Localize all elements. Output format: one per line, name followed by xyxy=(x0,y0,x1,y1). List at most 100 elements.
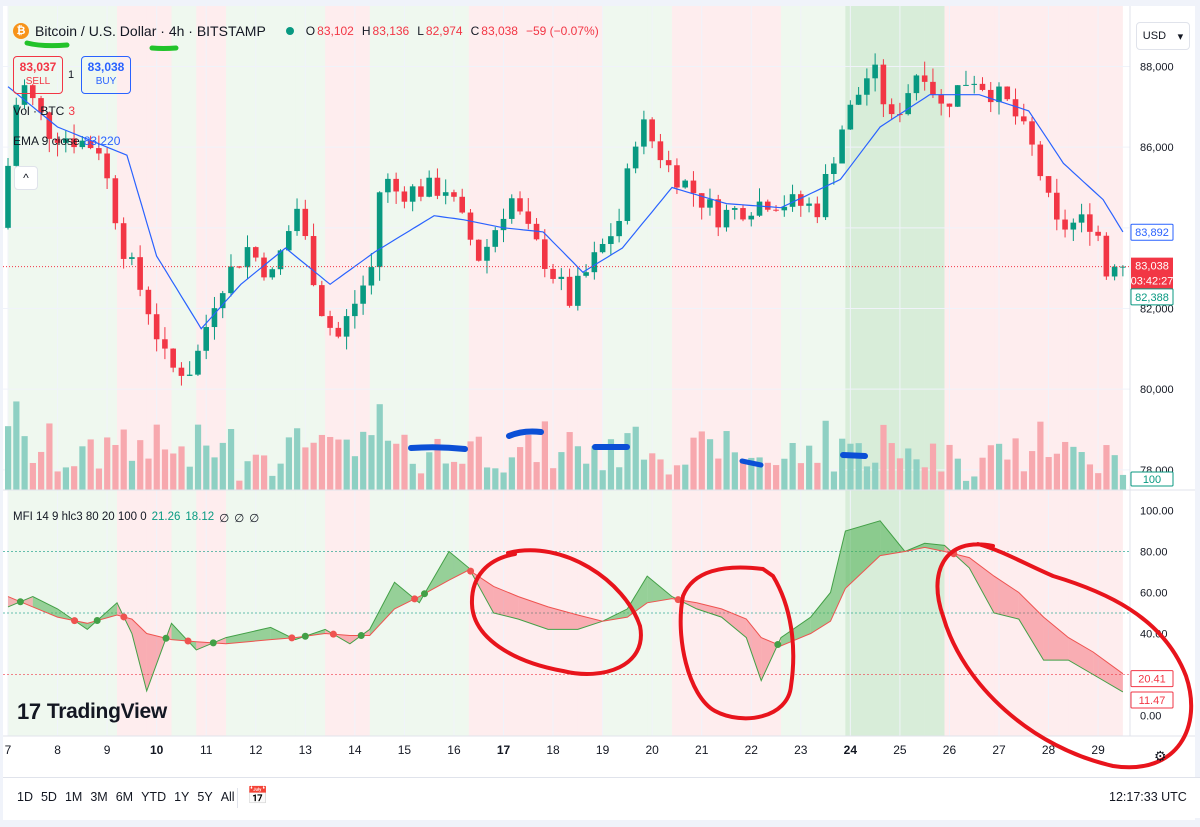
buy-button[interactable]: 83,038 BUY xyxy=(81,56,131,94)
candle-79 xyxy=(657,133,664,169)
candle-134 xyxy=(1111,264,1118,281)
volume-bar-29 xyxy=(244,461,251,490)
candle-117 xyxy=(971,75,978,94)
gear-icon[interactable]: ⚙ xyxy=(1154,748,1167,764)
mfi-fill-14 xyxy=(369,582,395,636)
volume-bar-77 xyxy=(640,459,648,490)
volume-bar-57 xyxy=(475,436,482,490)
range-1d[interactable]: 1D xyxy=(17,790,33,804)
mfi-zone-15 xyxy=(394,6,420,736)
volume-bar-112 xyxy=(929,443,937,490)
range-1y[interactable]: 1Y xyxy=(174,790,190,804)
volume-bar-46 xyxy=(384,440,392,490)
range-3m[interactable]: 3M xyxy=(90,790,108,804)
candle-96 xyxy=(798,190,804,217)
candle-73 xyxy=(608,223,614,255)
mfi-zone-43 xyxy=(1068,6,1094,736)
mfi-zone-24 xyxy=(627,6,648,736)
mfi-fill-22 xyxy=(577,615,603,630)
goto-date-icon[interactable]: 📅 xyxy=(247,786,269,805)
mfi-legend[interactable]: MFI 14 9 hlc3 80 20 100 0 21.26 18.12 ∅ … xyxy=(13,511,259,525)
candle-81 xyxy=(674,158,680,194)
trade-quantity[interactable]: 1 xyxy=(68,69,75,81)
tradingview-logo[interactable]: 17 TradingView xyxy=(17,699,167,725)
utc-clock[interactable]: 12:17:33 UTC xyxy=(1109,790,1187,804)
volume-legend[interactable]: Vol · BTC 3 xyxy=(13,104,75,118)
range-6m[interactable]: 6M xyxy=(115,790,134,804)
volume-bar-44 xyxy=(368,435,375,490)
candle-56 xyxy=(467,208,474,246)
volume-bar-127 xyxy=(1053,453,1061,490)
range-all[interactable]: All xyxy=(220,790,235,804)
volume-bar-2 xyxy=(21,436,28,490)
volume-bar-27 xyxy=(227,428,235,490)
candle-111 xyxy=(921,61,928,91)
candle-1 xyxy=(13,97,20,167)
candle-93 xyxy=(773,205,779,212)
date-range-selector: 1D 5D 1M 3M 6M YTD 1Y 5Y All xyxy=(17,790,235,804)
symbol-header[interactable]: ₿ Bitcoin / U.S. Dollar · 4h · BITSTAMP … xyxy=(13,20,605,42)
symbol-title[interactable]: Bitcoin / U.S. Dollar · 4h · BITSTAMP xyxy=(35,23,266,39)
volume-bar-8 xyxy=(71,466,78,490)
candle-84 xyxy=(698,193,705,220)
currency-selector[interactable]: USD ▾ xyxy=(1136,22,1190,50)
volume-bar-135 xyxy=(1119,474,1127,490)
ema-legend[interactable]: EMA 9 close 83,220 xyxy=(13,134,120,148)
candle-80 xyxy=(665,150,672,173)
candle-44 xyxy=(368,253,375,295)
candle-39 xyxy=(327,310,333,336)
collapse-legend-button[interactable]: ^ xyxy=(14,166,38,190)
mfi-zone-13 xyxy=(349,6,370,736)
volume-bar-118 xyxy=(979,457,986,490)
volume-bar-68 xyxy=(566,432,573,490)
candle-49 xyxy=(409,184,416,212)
volume-bar-35 xyxy=(294,428,301,490)
time-tick-17: 17 xyxy=(497,743,511,757)
range-5d[interactable]: 5D xyxy=(40,790,57,804)
volume-bar-39 xyxy=(327,436,334,490)
volume-bar-72 xyxy=(599,470,606,490)
candle-97 xyxy=(806,197,812,213)
time-tick-27: 27 xyxy=(992,743,1006,757)
bottom-toolbar: 1D 5D 1M 3M 6M YTD 1Y 5Y All 📅 12:17:33 … xyxy=(3,777,1200,818)
candle-78 xyxy=(649,117,655,149)
candle-106 xyxy=(880,59,887,118)
candle-57 xyxy=(475,239,482,262)
market-status-icon[interactable] xyxy=(285,27,294,35)
volume-bar-53 xyxy=(442,463,449,490)
candle-101 xyxy=(839,125,845,164)
volume-bar-60 xyxy=(500,472,507,490)
range-ytd[interactable]: YTD xyxy=(141,790,167,804)
candle-33 xyxy=(277,249,284,275)
time-tick-28: 28 xyxy=(1042,743,1056,757)
mfi-signal-axis-label: 20.41 xyxy=(1130,670,1174,688)
mfi-zone-35 xyxy=(880,6,905,736)
volume-bar-38 xyxy=(318,434,326,490)
volume-bar-7 xyxy=(62,467,70,490)
candle-50 xyxy=(418,178,424,202)
candle-22 xyxy=(186,361,193,376)
time-tick-7: 7 xyxy=(5,743,12,757)
mfi-legend-value-2: 18.12 xyxy=(185,511,215,523)
sell-button[interactable]: 83,037 SELL xyxy=(13,56,63,94)
annotation-red-circle-3 xyxy=(935,542,1194,770)
candle-21 xyxy=(178,362,185,386)
candle-92 xyxy=(764,199,771,212)
grid-lines xyxy=(3,6,1130,736)
range-5y[interactable]: 5Y xyxy=(197,790,213,804)
mfi-cross-dot-16 xyxy=(421,590,429,598)
mfi-zone-3 xyxy=(87,6,118,736)
volume-bar-14 xyxy=(120,429,127,490)
volume-bar-18 xyxy=(153,424,160,490)
candle-130 xyxy=(1078,203,1085,233)
svg-text:83,892: 83,892 xyxy=(1135,227,1169,239)
mfi-zone-23 xyxy=(602,6,628,736)
range-1m[interactable]: 1M xyxy=(64,790,83,804)
candle-53 xyxy=(442,179,449,205)
mfi-zone-0 xyxy=(8,6,33,736)
mfi-cross-dot-4 xyxy=(120,613,128,621)
time-axis[interactable]: 7 8 9 10 11 12 13 14 15 16 17 18 19 20 21 22 23 24 25 26 27 2… xyxy=(5,743,1105,757)
